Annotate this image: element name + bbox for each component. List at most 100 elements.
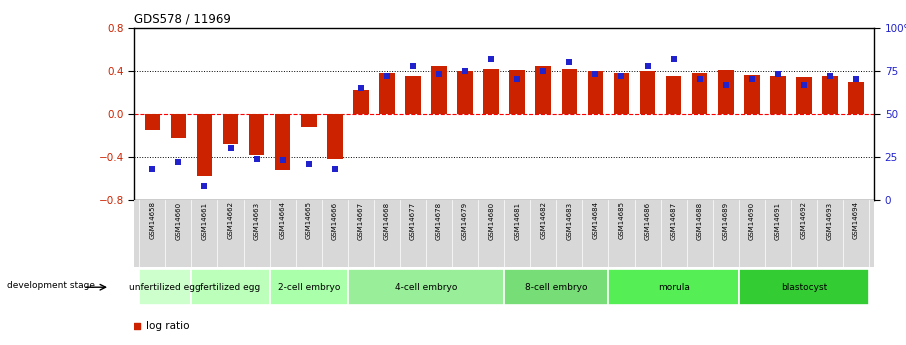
Bar	[562, 69, 577, 114]
Text: GSM14660: GSM14660	[176, 201, 181, 239]
Text: GSM14661: GSM14661	[201, 201, 207, 239]
Point	[353, 85, 368, 91]
Point	[536, 68, 551, 73]
Point	[588, 71, 602, 77]
Bar	[197, 114, 212, 176]
Point	[692, 77, 707, 82]
Bar	[348, 269, 504, 305]
Point	[745, 77, 759, 82]
Text: GSM14665: GSM14665	[305, 201, 312, 239]
Text: blastocyst: blastocyst	[781, 283, 827, 292]
Bar	[379, 73, 395, 114]
Text: GSM14667: GSM14667	[358, 201, 364, 239]
Bar	[509, 70, 525, 114]
Point	[458, 68, 472, 73]
Text: GSM14678: GSM14678	[436, 201, 442, 239]
Text: fertilized egg: fertilized egg	[200, 283, 261, 292]
Text: 4-cell embryo: 4-cell embryo	[395, 283, 458, 292]
Text: GSM14664: GSM14664	[280, 201, 285, 239]
Text: GSM14691: GSM14691	[775, 201, 781, 239]
Bar	[822, 76, 838, 114]
Point	[380, 73, 394, 79]
Bar	[431, 66, 447, 114]
Bar	[191, 269, 270, 305]
Point	[796, 82, 811, 87]
Bar	[249, 114, 265, 155]
Text: GSM14681: GSM14681	[515, 201, 520, 239]
Bar	[613, 73, 630, 114]
Point	[823, 73, 837, 79]
Bar	[666, 76, 681, 114]
Bar	[405, 76, 420, 114]
Bar	[140, 269, 191, 305]
Text: log ratio: log ratio	[146, 322, 189, 331]
Point	[641, 63, 655, 68]
Point	[432, 71, 447, 77]
Point	[614, 73, 629, 79]
Text: GSM14685: GSM14685	[619, 201, 624, 239]
Bar	[458, 71, 473, 114]
Text: GDS578 / 11969: GDS578 / 11969	[134, 12, 231, 25]
Point	[406, 63, 420, 68]
Bar	[275, 114, 291, 170]
Point	[171, 159, 186, 165]
Bar	[770, 76, 786, 114]
Point	[275, 158, 290, 163]
Point	[510, 77, 525, 82]
Text: GSM14687: GSM14687	[670, 201, 677, 239]
Text: GSM14684: GSM14684	[593, 201, 598, 239]
Point	[484, 56, 498, 61]
Bar	[796, 77, 812, 114]
Bar	[535, 66, 551, 114]
Text: GSM14690: GSM14690	[748, 201, 755, 239]
Bar	[692, 73, 708, 114]
Text: GSM14668: GSM14668	[384, 201, 390, 239]
Bar	[483, 69, 499, 114]
Point	[849, 77, 863, 82]
Point	[145, 166, 159, 172]
Bar	[223, 114, 238, 144]
Bar	[327, 114, 342, 159]
Bar	[270, 269, 348, 305]
Point	[771, 71, 786, 77]
Text: GSM14693: GSM14693	[827, 201, 833, 239]
Text: GSM14679: GSM14679	[462, 201, 468, 239]
Bar	[848, 81, 863, 114]
Text: development stage: development stage	[7, 281, 95, 290]
Text: GSM14686: GSM14686	[644, 201, 651, 239]
Bar	[353, 90, 369, 114]
Point	[524, 182, 538, 187]
Point	[249, 156, 264, 161]
Bar	[738, 269, 869, 305]
Point	[223, 146, 237, 151]
Text: GSM14688: GSM14688	[697, 201, 703, 239]
Point	[328, 166, 342, 172]
Text: GSM14692: GSM14692	[801, 201, 807, 239]
Point	[302, 161, 316, 167]
Text: morula: morula	[658, 283, 689, 292]
Bar	[609, 269, 738, 305]
Text: GSM14663: GSM14663	[254, 201, 260, 239]
Bar	[718, 70, 734, 114]
Text: GSM14658: GSM14658	[149, 201, 155, 239]
Bar	[145, 114, 160, 130]
Point	[718, 82, 733, 87]
Point	[562, 59, 576, 65]
Point	[666, 56, 680, 61]
Bar	[170, 114, 187, 138]
Text: GSM14680: GSM14680	[488, 201, 494, 239]
Bar	[744, 75, 759, 114]
Text: GSM14677: GSM14677	[410, 201, 416, 239]
Text: GSM14682: GSM14682	[540, 201, 546, 239]
Text: 8-cell embryo: 8-cell embryo	[525, 283, 588, 292]
Bar	[504, 269, 609, 305]
Point	[198, 184, 212, 189]
Text: 2-cell embryo: 2-cell embryo	[277, 283, 340, 292]
Bar	[301, 114, 316, 127]
Text: GSM14689: GSM14689	[723, 201, 728, 239]
Text: unfertilized egg: unfertilized egg	[130, 283, 201, 292]
Text: GSM14694: GSM14694	[853, 201, 859, 239]
Text: GSM14683: GSM14683	[566, 201, 573, 239]
Text: GSM14666: GSM14666	[332, 201, 338, 239]
Bar	[588, 71, 603, 114]
